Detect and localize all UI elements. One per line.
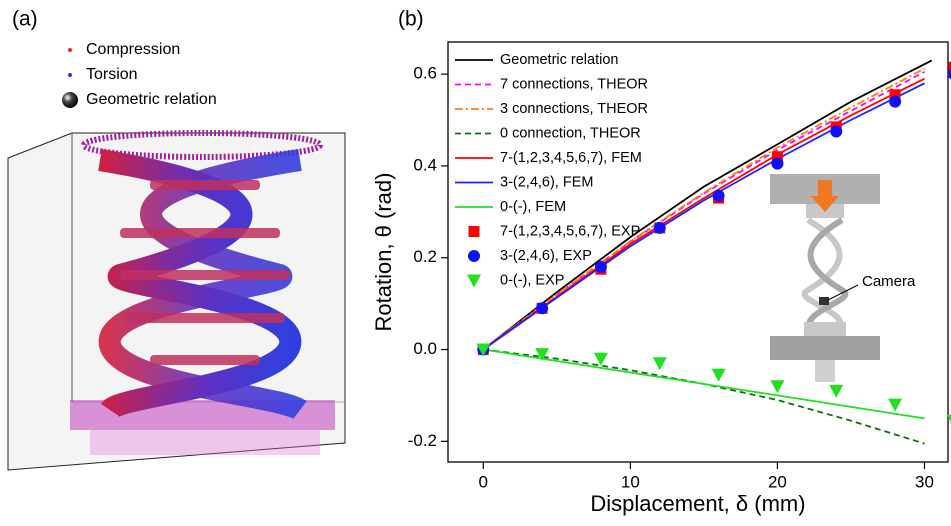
x-tick-label: 0: [479, 472, 488, 491]
y-tick-label: 0.6: [413, 64, 437, 83]
marker-triangle: [476, 343, 491, 357]
panel-label: (a): [12, 8, 38, 31]
marker-triangle: [946, 414, 951, 423]
y-tick-label: 0.2: [413, 247, 437, 266]
legend-marker: [68, 48, 72, 52]
x-tick-label: 30: [915, 472, 934, 491]
marker-circle: [594, 260, 607, 273]
series-line: [482, 67, 925, 351]
legend-marker: [62, 92, 78, 108]
legend-label: 7 connections, THEOR: [500, 76, 648, 92]
y-tick-label: -0.2: [408, 431, 437, 450]
legend-label: 7-(1,2,3,4,5,6,7), EXP: [500, 223, 640, 239]
plot-frame: [447, 41, 949, 463]
marker-square: [771, 151, 783, 163]
legend-label: Compression: [86, 41, 180, 58]
legend-label: 0 connection, THEOR: [500, 125, 641, 141]
marker-circle: [889, 95, 902, 108]
x-axis-label: Displacement, δ (mm): [590, 491, 805, 516]
marker-triangle: [535, 348, 550, 362]
series-line: [482, 82, 925, 351]
legend-label: 3 connections, THEOR: [500, 101, 648, 117]
legend-marker: [68, 73, 72, 77]
marker-circle: [947, 68, 951, 80]
marker-triangle: [888, 398, 903, 412]
y-tick-label: 0.4: [413, 155, 437, 174]
legend-label: Geometric relation: [500, 52, 618, 68]
legend-label: 3-(2,4,6), EXP: [500, 248, 592, 264]
series-line: [482, 59, 933, 351]
marker-square: [889, 89, 901, 101]
legend-label: 0-(-), EXP: [500, 272, 564, 288]
marker-circle: [712, 189, 725, 202]
inset-sketch: [770, 174, 880, 382]
legend-sample: [468, 226, 480, 237]
legend-label: 3-(2,4,6), FEM: [500, 174, 593, 190]
marker-triangle: [711, 368, 726, 382]
marker-triangle: [593, 352, 608, 366]
annotation: Camera: [862, 273, 916, 290]
marker-circle: [771, 157, 784, 170]
marker-square: [948, 61, 951, 73]
y-tick-label: 0.0: [413, 339, 437, 358]
plot: (b) 0 10 20 30 -0.2 0.0 0.2 0.4 0.6 Displacement, …: [371, 8, 951, 516]
marker-triangle: [652, 357, 667, 371]
legend-label: 7-(1,2,3,4,5,6,7), FEM: [500, 150, 642, 166]
x-tick-label: 10: [621, 472, 640, 491]
legend-sample: [467, 274, 481, 288]
helix-render: [7, 130, 346, 471]
marker-circle: [653, 221, 666, 234]
legend-label: 0-(-), FEM: [500, 199, 566, 215]
series-line: [483, 348, 925, 445]
marker-circle: [830, 125, 843, 138]
x-tick-label: 20: [768, 472, 787, 491]
legend-label: Geometric relation: [86, 91, 217, 108]
marker-circle: [536, 302, 549, 315]
legend-label: Torsion: [86, 66, 138, 83]
y-axis-label: Rotation, θ (rad): [371, 173, 396, 332]
marker-triangle: [770, 380, 785, 394]
marker-triangle: [829, 384, 844, 398]
panel-label: (b): [398, 8, 424, 31]
series-line: [483, 348, 925, 420]
legend-sample: [468, 250, 480, 262]
